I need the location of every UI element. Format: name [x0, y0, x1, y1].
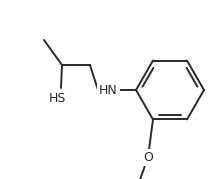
Text: HN: HN [99, 83, 117, 96]
Text: HS: HS [48, 91, 66, 105]
Text: O: O [143, 151, 153, 164]
